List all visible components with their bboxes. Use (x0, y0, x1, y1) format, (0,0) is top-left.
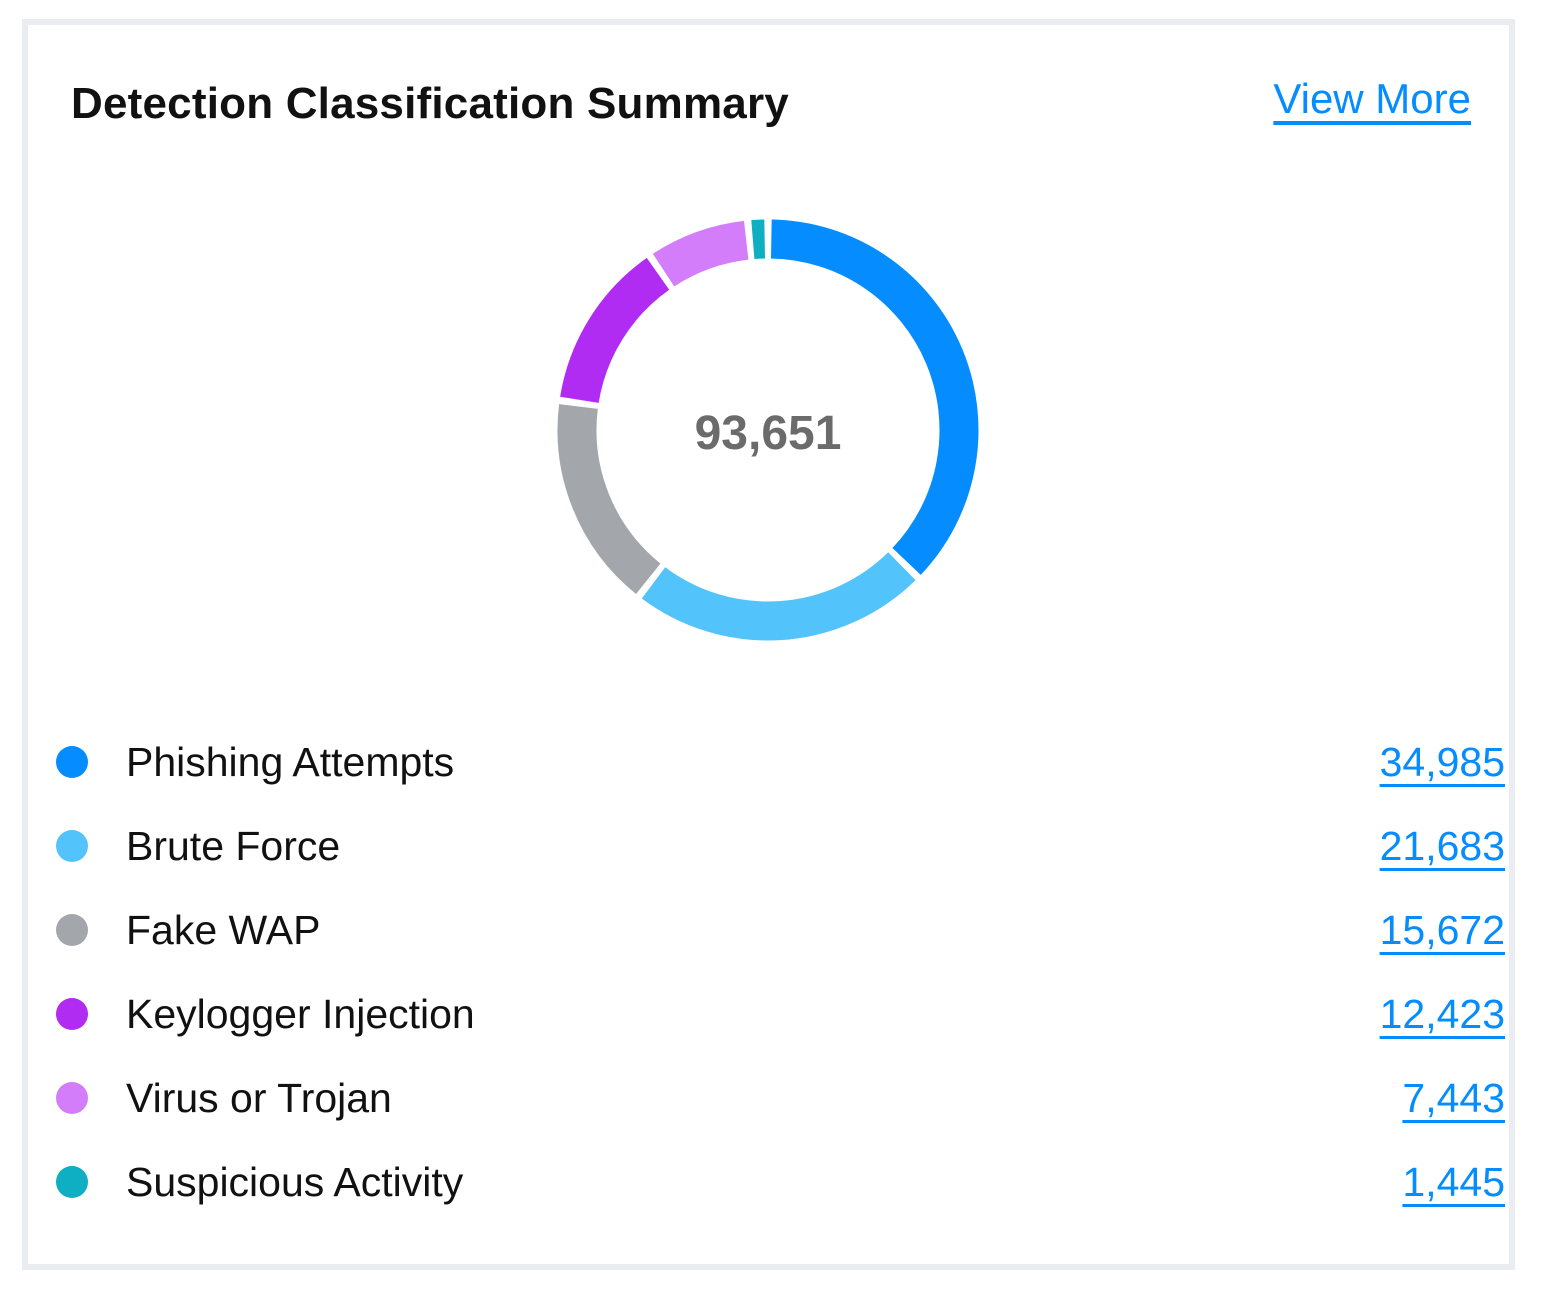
legend-item: Virus or Trojan 7,443 (52, 1056, 1505, 1140)
legend-value-link[interactable]: 7,443 (1402, 1074, 1505, 1121)
legend-value-link[interactable]: 12,423 (1379, 990, 1505, 1037)
legend-item: Suspicious Activity 1,445 (52, 1140, 1505, 1224)
legend-value-link[interactable]: 34,985 (1379, 738, 1505, 785)
legend-item: Fake WAP 15,672 (52, 888, 1505, 972)
legend-item: Phishing Attempts 34,985 (52, 720, 1505, 804)
legend: Phishing Attempts 34,985 Brute Force 21,683… (52, 720, 1505, 1224)
legend-label: Keylogger Injection (126, 990, 475, 1037)
detection-summary-card: Detection Classification Summary View Mo… (22, 19, 1515, 1270)
legend-color-dot (56, 830, 88, 862)
legend-color-dot (56, 1082, 88, 1114)
donut-slice-brute-force[interactable] (641, 552, 916, 641)
legend-color-dot (56, 914, 88, 946)
donut-slice-virus-or-trojan[interactable] (652, 220, 749, 287)
legend-item: Brute Force 21,683 (52, 804, 1505, 888)
legend-label: Fake WAP (126, 906, 321, 953)
legend-label: Virus or Trojan (126, 1074, 392, 1121)
view-more-link[interactable]: View More (1273, 75, 1471, 122)
donut-chart: 93,651 (557, 219, 979, 641)
donut-slice-keylogger-injection[interactable] (560, 257, 670, 404)
legend-color-dot (56, 998, 88, 1030)
legend-item: Keylogger Injection 12,423 (52, 972, 1505, 1056)
legend-color-dot (56, 746, 88, 778)
legend-color-dot (56, 1166, 88, 1198)
donut-center-total: 93,651 (695, 407, 842, 460)
donut-slice-fake-wap[interactable] (557, 404, 661, 594)
legend-label: Phishing Attempts (126, 738, 455, 785)
legend-value-link[interactable]: 15,672 (1379, 906, 1505, 953)
legend-value-link[interactable]: 1,445 (1402, 1158, 1505, 1205)
legend-value-link[interactable]: 21,683 (1379, 822, 1505, 869)
donut-slice-phishing-attempts[interactable] (770, 219, 979, 575)
donut-slice-suspicious-activity[interactable] (751, 219, 766, 260)
legend-label: Suspicious Activity (126, 1158, 464, 1205)
card-title: Detection Classification Summary (71, 79, 789, 128)
legend-label: Brute Force (126, 822, 341, 869)
